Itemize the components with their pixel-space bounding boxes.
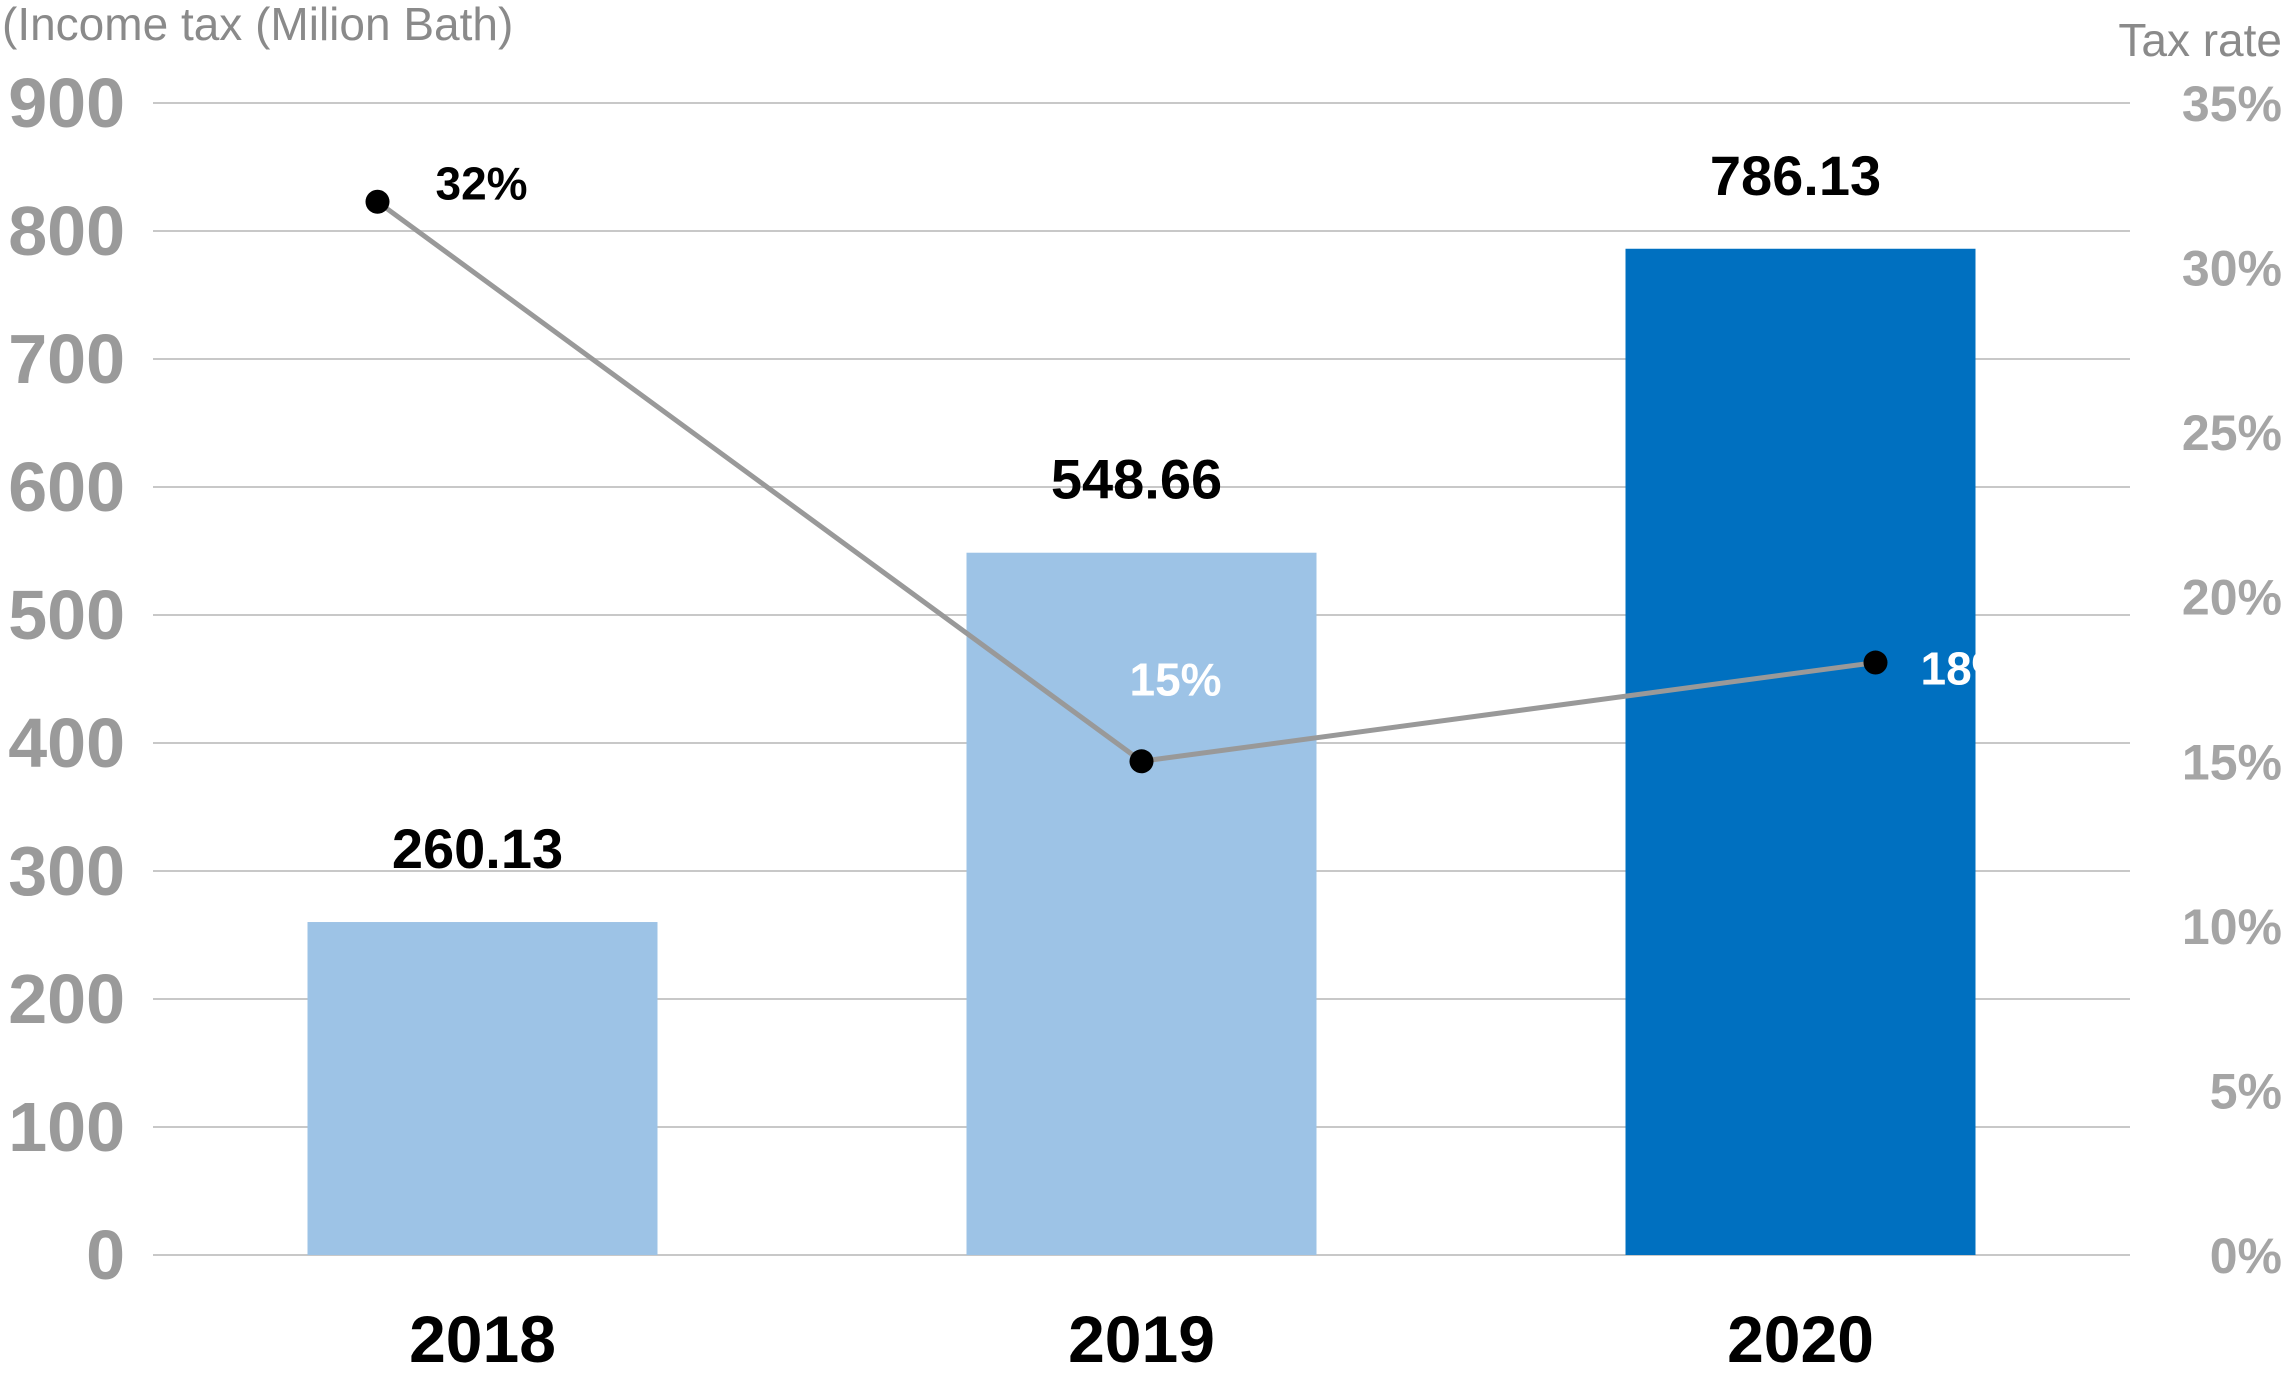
y-tick-label: 100 xyxy=(8,1088,125,1166)
y2-tick-label: 15% xyxy=(2182,734,2282,790)
bar-2018 xyxy=(307,922,658,1255)
y2-tick-label: 20% xyxy=(2182,570,2282,626)
y2-tick-label: 35% xyxy=(2182,76,2282,132)
tax-rate-label: 15% xyxy=(1130,653,1222,705)
tax-rate-label: 32% xyxy=(436,158,528,210)
tax-rate-marker xyxy=(1863,650,1888,675)
x-tick-label: 2018 xyxy=(409,1302,556,1376)
y-tick-label: 800 xyxy=(8,192,125,270)
y2-tick-label: 5% xyxy=(2210,1063,2282,1119)
bar-value-label: 260.13 xyxy=(392,817,563,880)
tax-rate-marker xyxy=(365,189,390,214)
y2-tick-label: 0% xyxy=(2210,1228,2282,1284)
y2-axis-title: Tax rate xyxy=(2118,14,2282,66)
tax-rate-label: 18% xyxy=(1921,643,2013,695)
x-tick-label: 2019 xyxy=(1068,1302,1215,1376)
y-tick-label: 300 xyxy=(8,832,125,910)
tax-rate-series: 32% 15% 18% xyxy=(365,158,2013,774)
y-tick-label: 200 xyxy=(8,960,125,1038)
y-axis-title: (Income tax (Milion Bath) xyxy=(2,0,513,50)
y-axis-ticks: 0 100 200 300 400 500 600 700 800 900 xyxy=(8,64,125,1294)
bar-value-label: 548.66 xyxy=(1051,448,1222,511)
y-tick-label: 400 xyxy=(8,704,125,782)
y2-tick-label: 25% xyxy=(2182,405,2282,461)
tax-rate-marker xyxy=(1129,749,1154,774)
y-tick-label: 700 xyxy=(8,320,125,398)
bar-value-label: 786.13 xyxy=(1710,144,1881,207)
y-tick-label: 0 xyxy=(86,1216,125,1294)
y-tick-label: 600 xyxy=(8,448,125,526)
bar-2020 xyxy=(1625,248,1976,1255)
x-axis-ticks: 2018 2019 2020 xyxy=(409,1302,1874,1376)
y2-axis-ticks: 0% 5% 10% 15% 20% 25% 30% 35% xyxy=(2182,76,2282,1284)
x-tick-label: 2020 xyxy=(1727,1302,1874,1376)
y2-tick-label: 10% xyxy=(2182,899,2282,955)
y-tick-label: 500 xyxy=(8,576,125,654)
y-tick-label: 900 xyxy=(8,64,125,142)
bar-series: 260.13 548.66 786.13 xyxy=(307,144,1976,1255)
y2-tick-label: 30% xyxy=(2182,241,2282,297)
bar-2019 xyxy=(966,552,1317,1255)
